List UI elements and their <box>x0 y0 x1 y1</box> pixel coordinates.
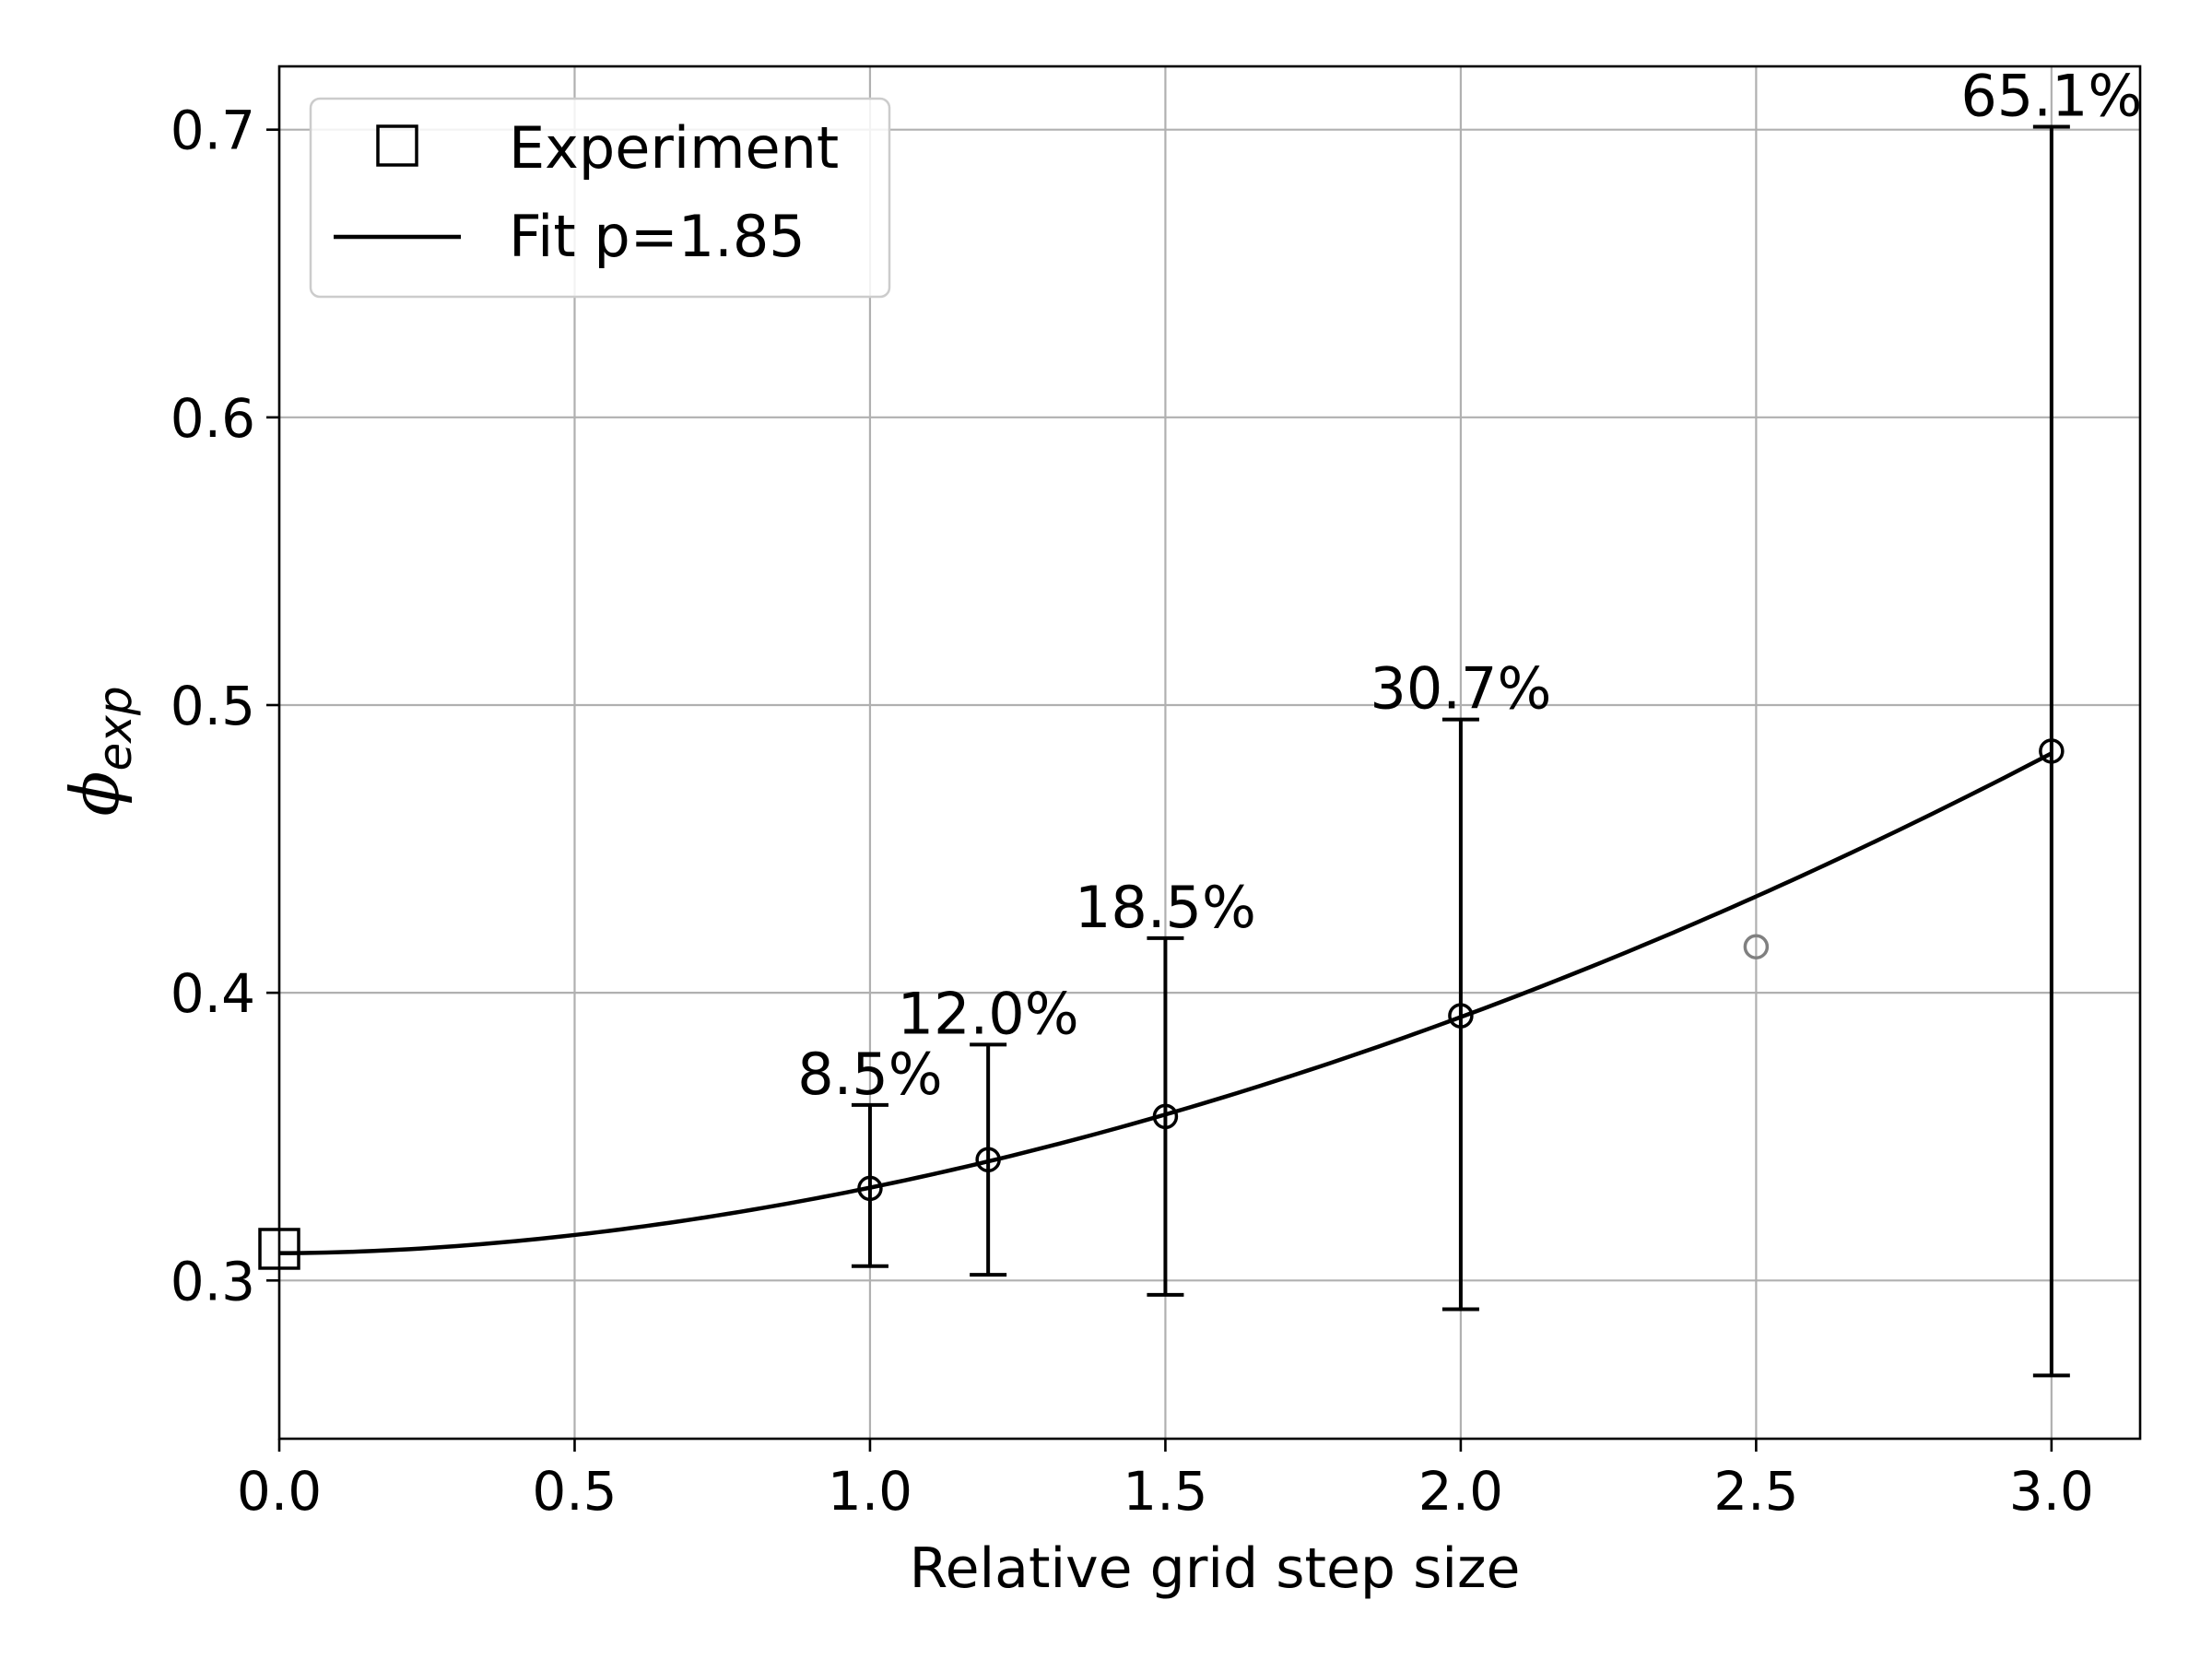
data-point <box>1152 1103 1179 1130</box>
percent-label-layer: 8.5%12.0% 18.5% 30.7% 65.1% <box>797 63 2142 1108</box>
y-axis-symbol: ϕ <box>56 771 134 817</box>
x-tick-label: 0.0 <box>237 1460 322 1523</box>
data-point <box>1448 1003 1474 1029</box>
data-point <box>975 1147 1001 1172</box>
data-point <box>2039 738 2065 764</box>
percent-label: 18.5% <box>1075 874 1256 941</box>
y-tick-label: 0.5 <box>171 675 255 737</box>
y-tick-label: 0.4 <box>171 962 255 1025</box>
x-tick-label: 3.0 <box>2009 1460 2094 1523</box>
x-axis-title: Relative grid step size <box>910 1536 1521 1601</box>
percent-label: 12.0% <box>898 980 1079 1047</box>
y-tick-label: 0.6 <box>171 387 255 450</box>
point-layer <box>258 738 2065 1270</box>
svg-text:ϕexp: ϕexp <box>56 686 142 816</box>
legend-square-marker <box>376 124 418 167</box>
x-tick-label: 1.5 <box>1123 1460 1207 1523</box>
y-tick-label: 0.7 <box>171 100 255 162</box>
y-axis-subscript: exp <box>88 686 142 771</box>
x-tick-label: 0.5 <box>532 1460 617 1523</box>
outlier-point <box>1743 934 1770 959</box>
legend-box <box>309 97 891 299</box>
percent-label: 8.5% <box>797 1041 943 1108</box>
y-tick-label: 0.3 <box>171 1250 255 1312</box>
plot-frame <box>277 65 2142 1441</box>
x-tick-label: 1.0 <box>828 1460 912 1523</box>
data-point <box>857 1175 883 1202</box>
x-tick-label: 2.0 <box>1418 1460 1503 1523</box>
percent-label: 65.1% <box>1960 63 2142 130</box>
percent-label: 30.7% <box>1370 655 1551 723</box>
errorbar-layer <box>851 124 2070 1378</box>
tick-layer: 0.0 0.5 1.0 1.5 2.0 2.5 3.0 0.3 0.4 0.5 0.6 0.7 <box>171 100 2094 1523</box>
legend-label-experiment: Experiment <box>509 114 839 182</box>
legend-label-fit: Fit p=1.85 <box>509 203 806 270</box>
x-tick-label: 2.5 <box>1713 1460 1798 1523</box>
legend: Experiment Fit p=1.85 <box>309 97 891 299</box>
y-axis-title: ϕexp <box>56 686 142 816</box>
